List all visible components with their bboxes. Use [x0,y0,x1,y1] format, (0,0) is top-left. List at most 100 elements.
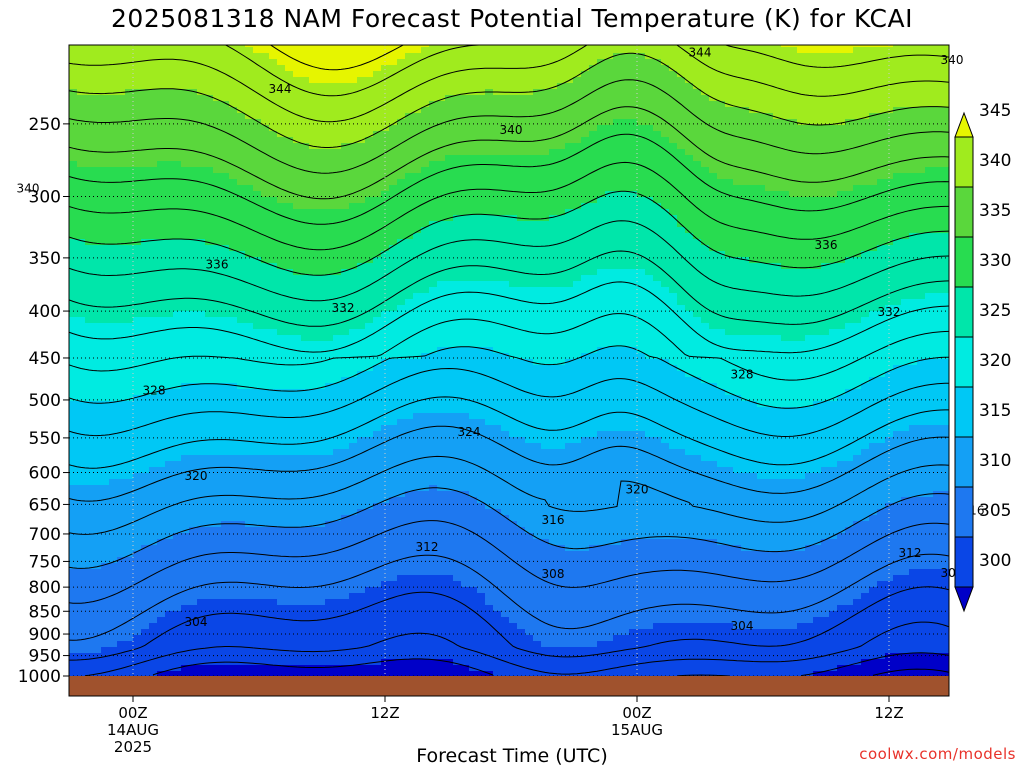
contour-fill-cell [405,491,470,498]
colorbar-label: 310 [979,451,1011,471]
contour-fill-cell [285,65,382,72]
contour-fill-cell [69,605,182,612]
contour-fill-cell [69,275,582,282]
contour-fill-cell [493,671,814,676]
contour-fill-cell [373,71,582,78]
y-tick-label: 850 [29,602,61,622]
contour-fill-cell [69,311,174,318]
contour-fill-cell [421,47,798,54]
contour-fill-cell [69,575,398,582]
contour-fill-cell [69,389,158,396]
contour-fill-cell [69,485,430,492]
contour-fill-cell [69,407,949,414]
contour-fill-cell [69,551,134,558]
colorbar-swatch [954,386,974,438]
x-tick-label: 15AUG [611,721,663,739]
contour-fill-cell [69,587,366,594]
contour-fill-cell [69,299,406,306]
contour-line [69,367,949,438]
contour-line [69,161,949,251]
contour-fill-cell [357,509,502,516]
contour-fill-cell [253,47,422,54]
contour-fill-cell [717,539,822,546]
contour-fill-cell [725,389,846,396]
contour-fill-cell [837,665,949,672]
contour-line [69,133,949,225]
contour-fill-cell [757,473,806,480]
contour-fill-cell [869,587,949,594]
y-tick-label: 700 [29,525,61,545]
contour-line [69,220,949,302]
y-tick-label: 900 [29,625,61,645]
contour-fill-cell [445,155,694,162]
contour-fill-cell [837,461,949,468]
contour-fill-cell [405,53,614,60]
contour-fill-cell [381,425,502,432]
contour-fill-cell [677,215,949,222]
contour-fill-cell [549,539,622,546]
contour-fill-cell [69,341,949,348]
y-tick-label: 400 [29,302,61,322]
contour-fill-cell [461,581,878,588]
contour-line [224,45,949,97]
contour-fill-cell [373,257,750,264]
contour-fill-cell [445,35,758,42]
contour-fill-cell [421,167,710,174]
contour-fill-cell [69,263,278,270]
contour-fill-cell [157,617,510,624]
contour-label: 336 [815,238,838,252]
contour-fill-cell [653,125,949,132]
contour-fill-cell [69,473,134,480]
contour-fill-cell [445,95,710,102]
colorbar-swatch [954,536,974,588]
contour-fill-cell [717,173,894,180]
contour-fill-cell [877,509,949,516]
contour-fill-cell [69,125,270,132]
contour-fill-cell [893,107,949,114]
contour-fill-cell [669,209,949,216]
contour-fill-cell [237,179,398,186]
contour-fill-cell [69,89,78,96]
colorbar-swatch [954,186,974,238]
contour-fill-cell [685,305,886,312]
contour-fill-cell [477,497,902,504]
contour-fill-cell [581,437,662,444]
contour-label: 324 [458,425,481,439]
contour-fill-cell [429,45,782,48]
contour-fill-cell [69,245,230,252]
contour-fill-cell [661,437,886,444]
contour-fill-cell [69,155,446,162]
credit-link[interactable]: coolwx.com/models [859,745,1016,763]
contour-fill-cell [829,329,949,336]
contour-fill-cell [69,173,230,180]
contour-fill-cell [245,113,406,120]
contour-fill-cell [653,197,949,204]
contour-fill-cell [421,353,510,360]
contour-fill-cell [725,101,949,108]
contour-fill-cell [293,71,374,78]
contour-fill-cell [909,233,949,240]
contour-label: 340 [17,181,40,195]
contour-fill-cell [69,185,254,192]
contour-fill-cell [325,383,718,390]
y-tick-label: 300 [29,187,61,207]
contour-fill-cell [69,65,286,72]
contour-fill-cell [69,215,454,222]
contour-fill-cell [69,317,86,324]
contour-fill-cell [69,665,182,672]
contour-fill-cell [309,77,358,84]
contour-fill-cell [877,581,949,588]
contour-fill-cell [69,401,758,408]
y-tick-label: 450 [29,349,61,369]
contour-fill-cell [69,77,310,84]
contour-line [69,79,949,174]
contour-fill-cell [613,53,646,60]
contour-line [69,396,949,469]
contour-fill-cell [613,635,949,642]
contour-fill-cell [509,515,870,522]
contour-fill-cell [69,377,342,384]
contour-fill-cell [381,359,534,366]
contour-fill-cell [357,371,686,378]
contour-fill-cell [333,335,782,342]
contour-fill-cell [69,419,398,426]
